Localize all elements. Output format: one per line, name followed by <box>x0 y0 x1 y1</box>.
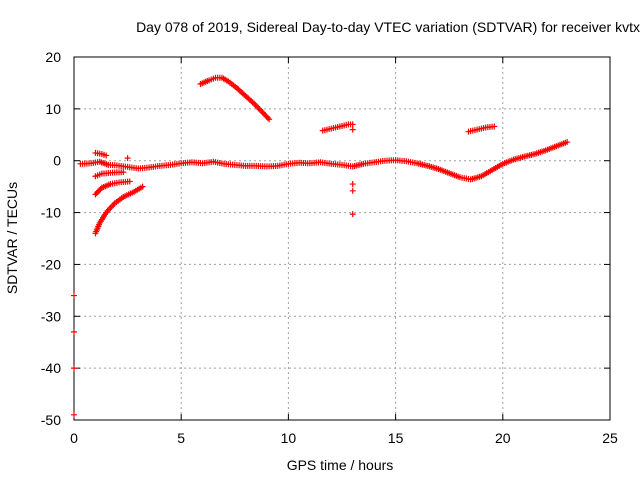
x-tick-label: 5 <box>177 430 185 446</box>
data-point <box>71 411 77 418</box>
data-point <box>256 106 263 113</box>
data-point <box>71 365 77 372</box>
data-point <box>252 102 259 109</box>
y-tick-label: -40 <box>41 360 61 376</box>
y-tick-label: -20 <box>41 256 61 272</box>
data-point <box>124 155 131 162</box>
y-axis-label: SDTVAR / TECUs <box>4 182 20 294</box>
x-axis-label: GPS time / hours <box>287 457 394 473</box>
x-axis: 0 5 10 15 20 25 <box>70 57 618 446</box>
plot-border <box>73 56 611 421</box>
x-tick-label: 0 <box>70 430 78 446</box>
data-point <box>255 105 262 112</box>
data-point <box>71 328 77 335</box>
data-point <box>349 181 356 188</box>
data-point <box>564 139 571 146</box>
y-tick-label: -30 <box>41 308 61 324</box>
data-points <box>71 74 571 418</box>
data-point <box>120 169 127 176</box>
x-tick-label: 25 <box>602 430 618 446</box>
x-tick-label: 20 <box>495 430 511 446</box>
y-axis: 20 10 0 -10 -20 -30 -40 -50 <box>41 49 610 428</box>
grid-lines <box>74 57 610 420</box>
chart-title: Day 078 of 2019, Sidereal Day-to-day VTE… <box>136 19 640 35</box>
data-point <box>103 152 110 159</box>
data-point <box>349 121 356 128</box>
data-point <box>349 126 356 133</box>
y-tick-label: 10 <box>45 101 61 117</box>
y-tick-label: 20 <box>45 49 61 65</box>
x-tick-label: 10 <box>281 430 297 446</box>
data-point <box>349 211 356 218</box>
y-tick-label: -10 <box>41 205 61 221</box>
data-point <box>264 114 271 121</box>
plot-frame <box>73 56 611 421</box>
data-point <box>491 123 498 130</box>
data-point <box>139 183 146 190</box>
data-point <box>266 116 273 123</box>
data-point <box>97 186 104 193</box>
y-tick-label: 0 <box>53 153 61 169</box>
data-point <box>126 178 133 185</box>
data-point <box>71 292 77 299</box>
y-tick-label: -50 <box>41 412 61 428</box>
data-point <box>349 187 356 194</box>
x-tick-label: 15 <box>388 430 404 446</box>
